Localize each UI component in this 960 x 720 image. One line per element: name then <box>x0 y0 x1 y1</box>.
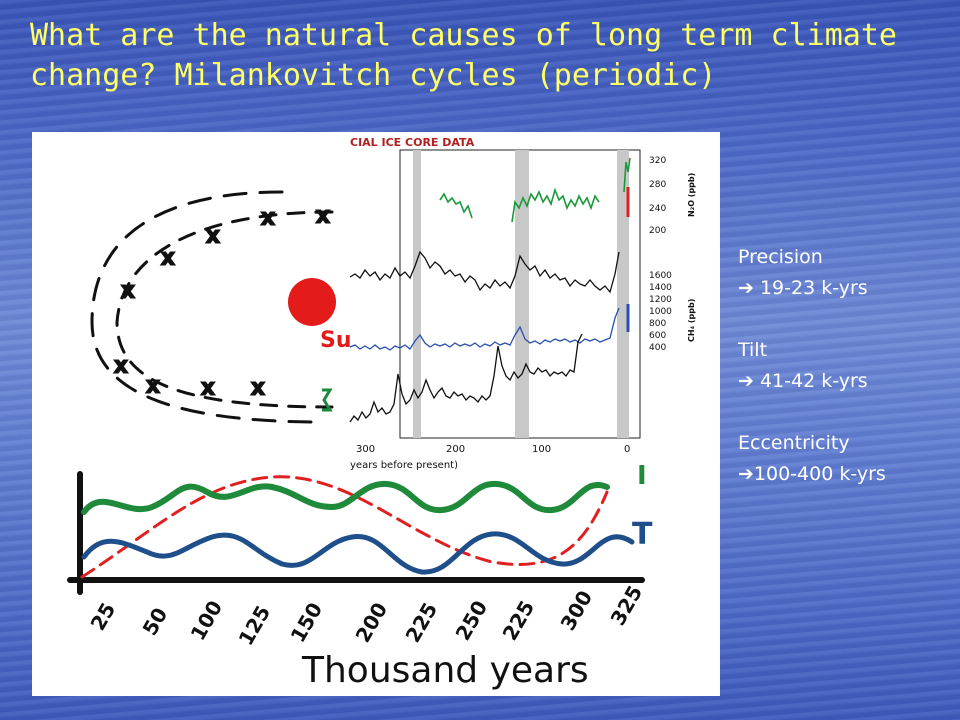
svg-text:x: x <box>115 353 127 377</box>
ch4-tick: 1400 <box>649 283 672 293</box>
sun-label: Su <box>320 328 352 353</box>
orbit-x-marks: x x x x x x x x x <box>114 202 331 401</box>
sun-icon <box>288 278 336 326</box>
interglacial-band <box>617 150 629 438</box>
wave-x-tick: 200 <box>351 598 393 646</box>
wave-x-tick: 225 <box>498 596 540 644</box>
tilt-label: Tilt <box>738 339 768 361</box>
n2o-axis: 320 280 240 200 N₂O (ppb) <box>649 156 696 236</box>
tilt-wave-label: I <box>637 461 647 491</box>
x-tick: 200 <box>446 444 465 455</box>
n2o-tick: 200 <box>649 226 666 236</box>
svg-text:x: x <box>317 203 329 227</box>
precession-wave-label: T <box>632 517 653 552</box>
ch4-tick: 1000 <box>649 307 672 317</box>
ch4-tick: 400 <box>649 343 666 353</box>
figure-svg: x x x x x x x x x Su CIAL ICE CORE DATA <box>67 132 720 691</box>
wave-x-tick: 250 <box>451 596 493 644</box>
temperature-series <box>349 333 583 423</box>
ch4-series <box>349 307 620 351</box>
slide-title: What are the natural causes of long term… <box>30 18 897 93</box>
wave-x-tick: 25 <box>86 598 121 634</box>
precession-wave <box>81 531 635 575</box>
arrow-icon: ➔ <box>738 463 754 485</box>
arrow-icon: ➔ <box>738 277 754 299</box>
interglacial-band <box>515 150 529 438</box>
ch4-axis-label: CH₄ (ppb) <box>687 299 696 342</box>
ice-core-x-axis: 300 200 100 0 years before present) <box>350 444 630 471</box>
n2o-tick: 280 <box>649 180 666 190</box>
tilt-row: ➔ 41-42 k-yrs <box>738 366 958 397</box>
cycle-periods-list: Precision ➔ 19-23 k-yrs Tilt ➔ 41-42 k-y… <box>738 242 958 490</box>
wave-x-tick: 150 <box>286 598 328 646</box>
ice-core-panel: CIAL ICE CORE DATA 320 280 240 200 N₂O (… <box>349 132 720 472</box>
tilt-wave <box>81 480 610 515</box>
x-axis-label: years before present) <box>350 460 458 471</box>
co2-series <box>349 250 620 294</box>
eccentricity-curve <box>80 475 609 579</box>
ch4-axis: 1600 1400 1200 1000 800 600 400 CH₄ (ppb… <box>649 271 696 353</box>
x-tick: 0 <box>624 444 630 455</box>
svg-text:x: x <box>202 375 214 399</box>
svg-text:x: x <box>162 245 174 269</box>
svg-text:x: x <box>122 278 134 302</box>
svg-text:x: x <box>207 223 219 247</box>
eccentricity-row: ➔100-400 k-yrs <box>738 459 958 490</box>
wave-x-tick: 225 <box>401 598 443 646</box>
n2o-tick: 320 <box>649 156 666 166</box>
milankovitch-figure: x x x x x x x x x Su CIAL ICE CORE DATA <box>32 132 720 696</box>
precision-row: ➔ 19-23 k-yrs <box>738 273 958 304</box>
eccentricity-value: 100-400 k-yrs <box>753 463 886 485</box>
orbit-sketch <box>90 190 334 424</box>
n2o-tick: 240 <box>649 204 666 214</box>
eccentricity-label: Eccentricity <box>738 432 850 454</box>
wave-x-tick: 125 <box>234 601 276 649</box>
n2o-axis-label: N₂O (ppb) <box>687 173 696 217</box>
svg-text:x: x <box>147 373 159 397</box>
x-tick: 100 <box>532 444 551 455</box>
wave-x-tick: 325 <box>606 581 648 629</box>
ice-core-title: CIAL ICE CORE DATA <box>350 136 475 149</box>
ch4-tick: 800 <box>649 319 666 329</box>
interglacial-band <box>413 150 421 438</box>
precision-label: Precision <box>738 246 823 268</box>
wave-x-tick: 50 <box>138 603 173 639</box>
ch4-tick: 1600 <box>649 271 672 281</box>
x-tick: 300 <box>356 444 375 455</box>
svg-text:x: x <box>252 375 264 399</box>
wave-x-ticks: 25 50 100 125 150 200 225 250 225 300 32… <box>86 581 648 649</box>
wave-graph <box>67 471 645 595</box>
wave-x-axis-label: Thousand years <box>301 650 589 691</box>
tilt-value: 41-42 k-yrs <box>753 370 868 392</box>
svg-text:x: x <box>262 205 274 229</box>
wave-x-tick: 300 <box>556 586 598 634</box>
wave-x-tick: 100 <box>186 596 228 644</box>
tilt-glyph <box>322 388 333 412</box>
precision-value: 19-23 k-yrs <box>753 277 868 299</box>
ch4-tick: 1200 <box>649 295 672 305</box>
arrow-icon: ➔ <box>738 370 754 392</box>
n2o-series <box>439 157 631 223</box>
ch4-tick: 600 <box>649 331 666 341</box>
